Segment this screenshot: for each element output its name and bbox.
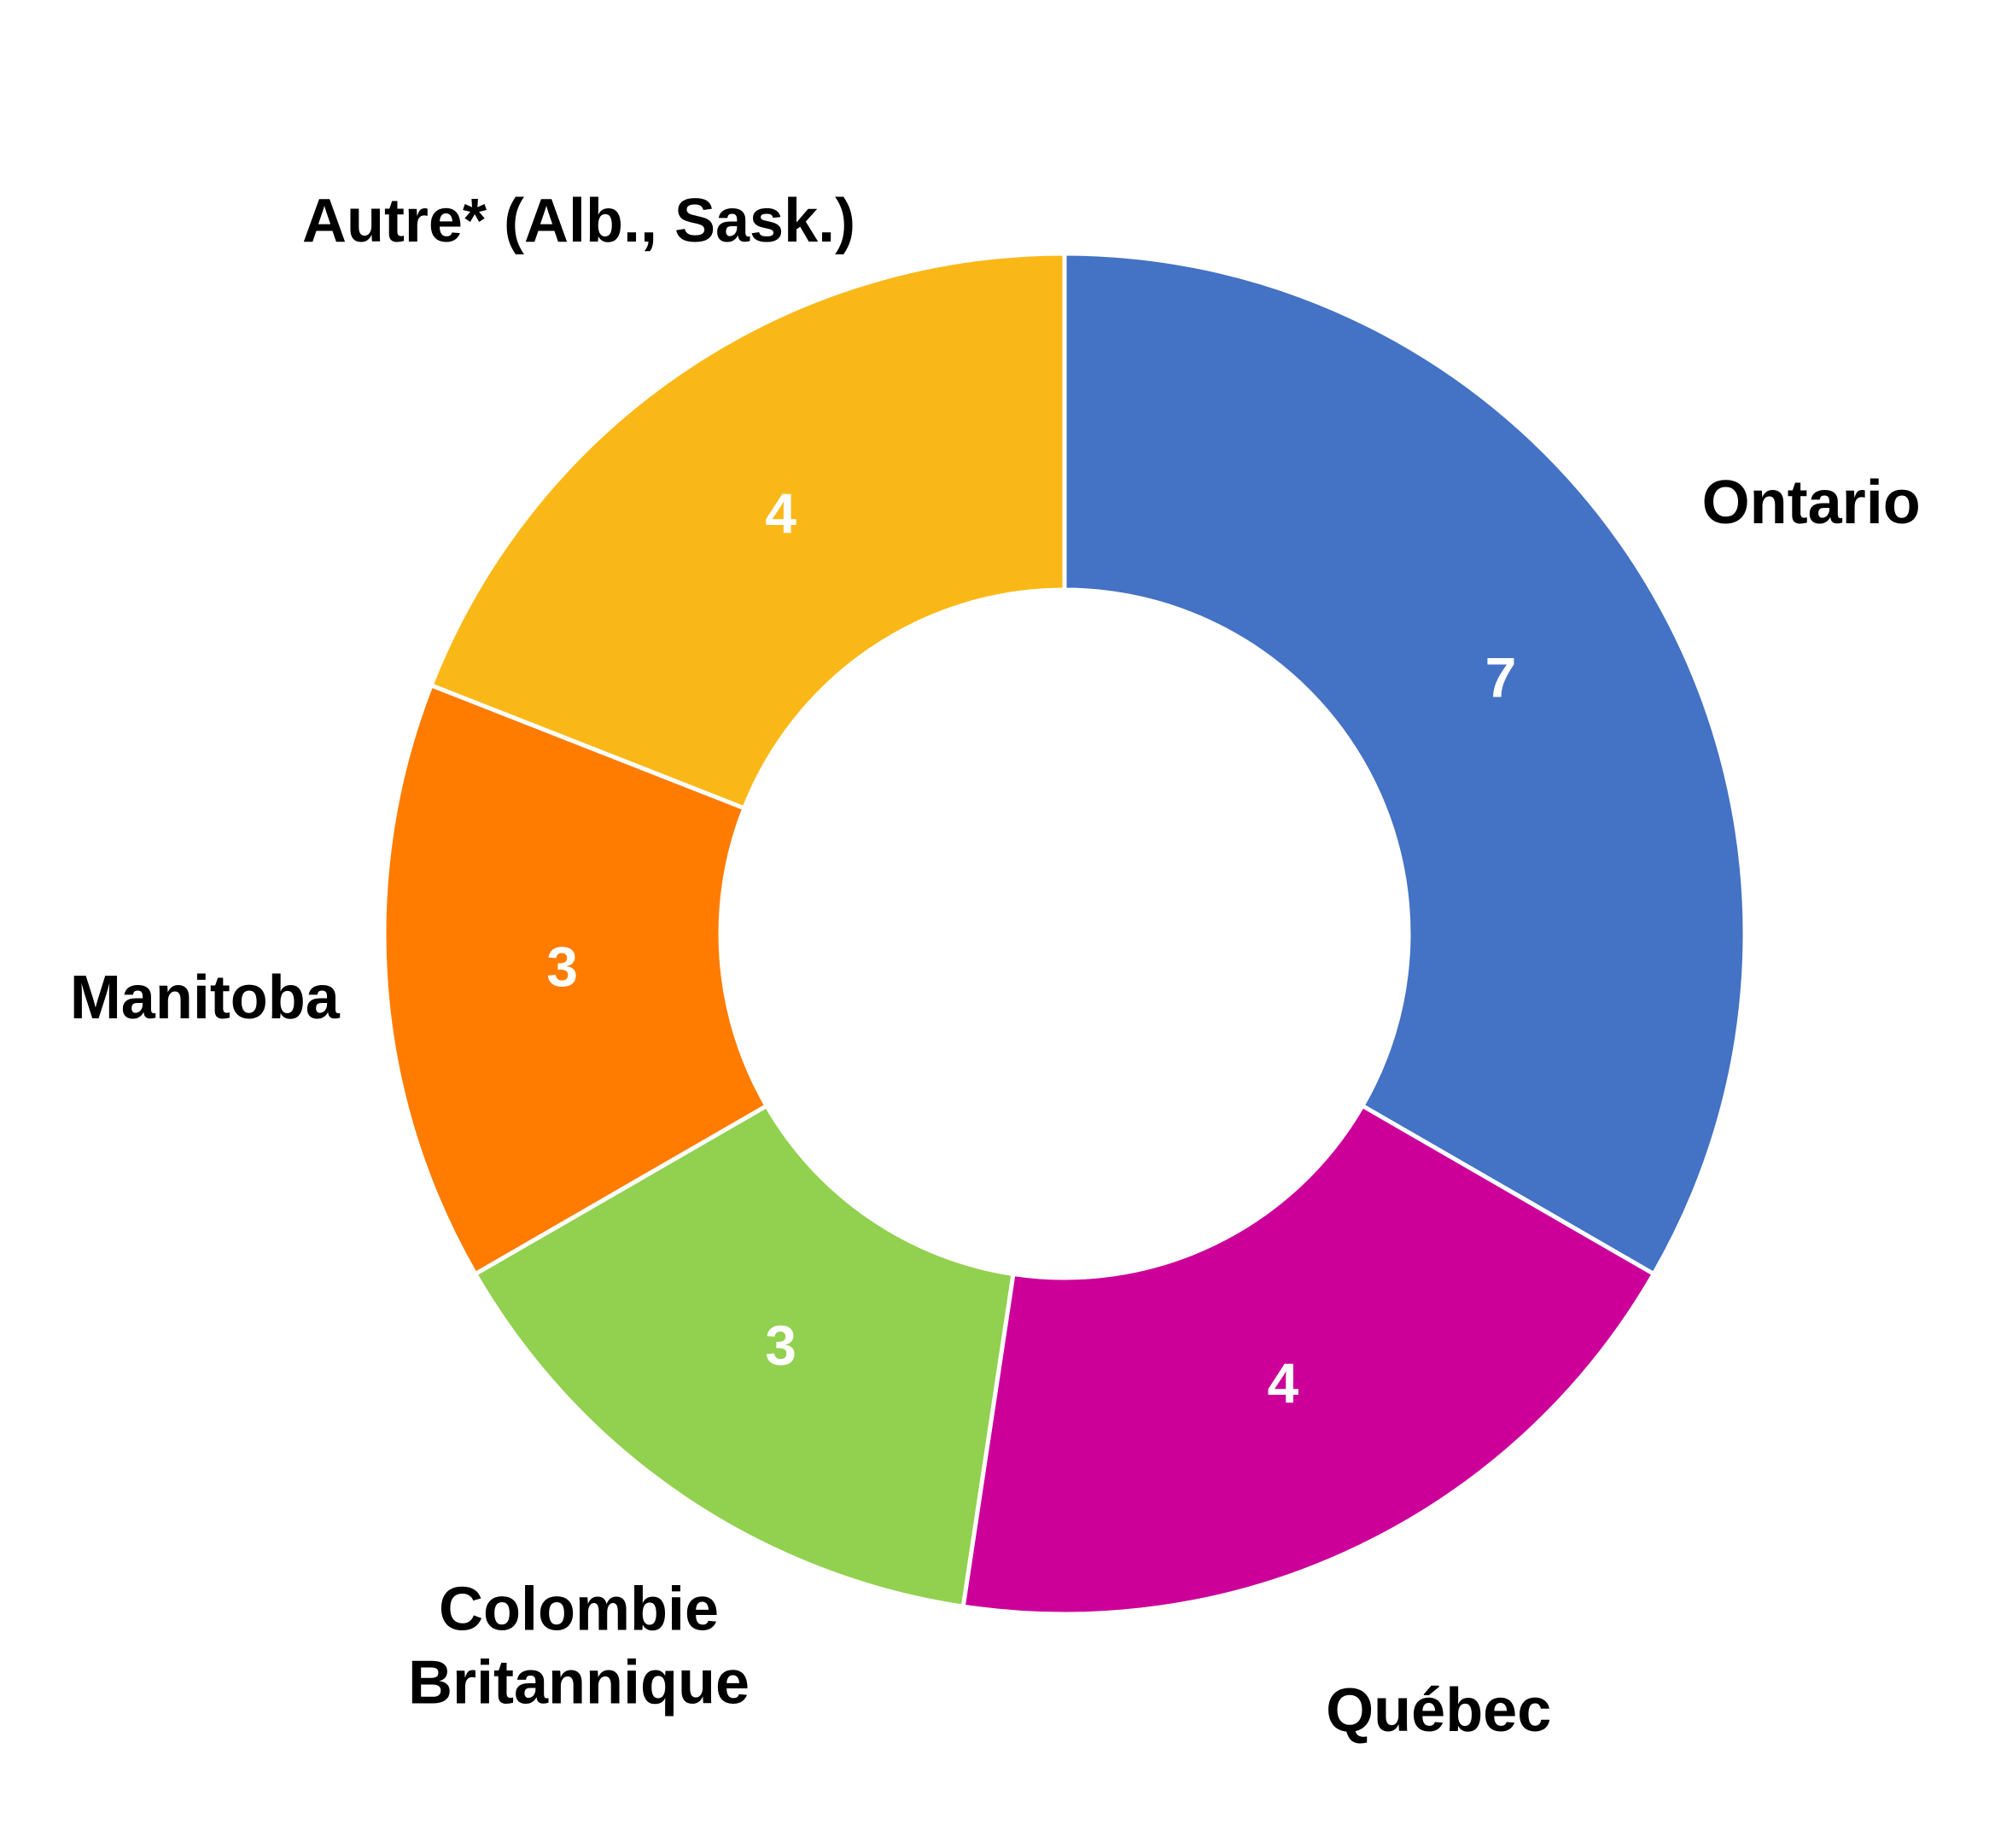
category-label: Colombie Britannique [408,1575,750,1717]
category-label: Ontario [1701,468,1921,537]
category-label: Québec [1326,1676,1552,1745]
value-label: 4 [1268,1351,1299,1414]
value-label: 4 [765,481,796,545]
value-label: 3 [546,936,578,999]
value-label: 7 [1485,645,1517,708]
donut-slice [1062,251,1747,1277]
value-label: 3 [765,1314,796,1377]
donut-slice [428,251,1067,812]
category-label: Manitoba [69,964,340,1033]
donut-slice [472,1103,1016,1609]
category-label: Autre* (Alb., Sask.) [301,187,856,256]
donut-slice [382,682,770,1277]
donut-slice [960,1103,1657,1617]
